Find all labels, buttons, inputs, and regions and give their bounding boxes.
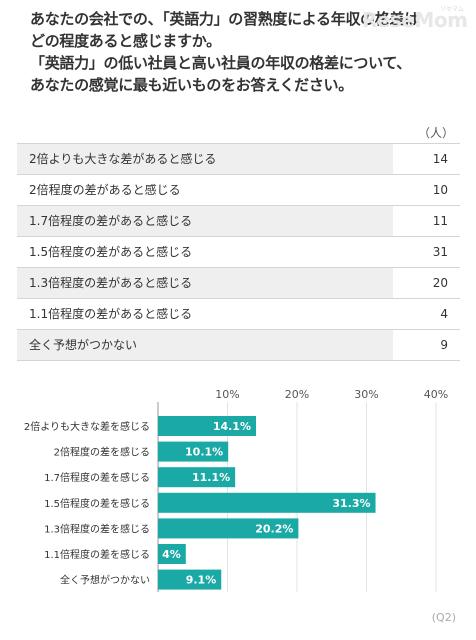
row-count: 14 (432, 152, 448, 166)
table-row: 全く予想がつかない 9 (17, 330, 460, 361)
question-line: どの程度あると感じますか。 (30, 32, 221, 50)
row-label: 2倍程度の差があると感じる (29, 183, 181, 197)
unit-label: （人） (417, 126, 454, 140)
row-label: 2倍よりも大きな差があると感じる (17, 144, 393, 174)
x-tick-label: 40% (424, 388, 448, 401)
row-label: 1.1倍程度の差があると感じる (29, 307, 193, 321)
category-label: 全く予想がつかない (60, 574, 150, 587)
row-count: 9 (440, 338, 448, 352)
bar (158, 441, 229, 462)
row-count: 31 (432, 245, 448, 259)
bar (158, 544, 186, 564)
bar-value-label: 14.1% (213, 420, 251, 433)
bar-value-label: 10.1% (185, 446, 223, 459)
row-label: 全く予想がつかない (17, 330, 393, 360)
question-text: あなたの会社での、「英語力」の習熟度による年収の格差は どの程度あると感じますか… (30, 8, 450, 96)
row-label: 1.3倍程度の差があると感じる (17, 268, 393, 298)
row-count: 10 (432, 183, 448, 197)
bar-value-label: 9.1% (186, 574, 217, 587)
category-label: 2倍よりも大きな差を感じる (24, 420, 150, 433)
question-line: あなたの感覚に最も近いものをお答えください。 (30, 76, 353, 94)
category-label: 1.5倍程度の差を感じる (44, 497, 150, 510)
logo-text: ReseMom (362, 8, 468, 32)
row-label: 1.5倍程度の差があると感じる (29, 245, 193, 259)
bar (158, 467, 236, 488)
question-code: (Q2) (431, 611, 456, 624)
table-row: 2倍よりも大きな差があると感じる 14 (17, 144, 460, 175)
bar (158, 492, 376, 513)
bar (158, 416, 256, 436)
category-label: 1.3倍程度の差を感じる (44, 522, 150, 535)
bar-value-label: 20.2% (255, 522, 293, 535)
table-row: 1.7倍程度の差があると感じる 11 (17, 206, 460, 237)
category-label: 1.1倍程度の差を感じる (44, 548, 150, 561)
table-row: 2倍程度の差があると感じる 10 (17, 175, 460, 206)
category-label: 1.7倍程度の差を感じる (44, 471, 150, 484)
bar (158, 518, 299, 539)
results-table: 2倍よりも大きな差があると感じる 14 2倍程度の差があると感じる 10 1.7… (17, 143, 460, 361)
row-label: 1.7倍程度の差があると感じる (17, 206, 393, 236)
x-tick-label: 10% (215, 388, 239, 401)
row-count: 11 (432, 214, 448, 228)
bar-value-label: 11.1% (192, 471, 230, 484)
bar-value-label: 4% (162, 548, 181, 561)
x-tick-label: 20% (285, 388, 309, 401)
bar-value-label: 31.3% (332, 497, 370, 510)
bar-chart: 10% 20% 30% 40% 2倍よりも大きな差を感じる 14.1% 2倍程度の差を感じる… (24, 388, 448, 592)
category-label: 2倍程度の差を感じる (54, 446, 150, 459)
table-row: 1.5倍程度の差があると感じる 31 (17, 237, 460, 268)
table-row: 1.1倍程度の差があると感じる 4 (17, 299, 460, 330)
resemom-watermark-logo: リセマム ReseMom (362, 6, 470, 38)
x-tick-label: 30% (354, 388, 378, 401)
question-line: あなたの会社での、「英語力」の習熟度による年収の格差は (30, 10, 419, 28)
table-row: 1.3倍程度の差があると感じる 20 (17, 268, 460, 299)
question-line: 「英語力」の低い社員と高い社員の年収の格差について、 (30, 54, 412, 72)
row-count: 4 (440, 307, 448, 321)
bar (158, 569, 222, 590)
logo-subtext: リセマム (439, 6, 464, 13)
row-count: 20 (432, 276, 448, 290)
